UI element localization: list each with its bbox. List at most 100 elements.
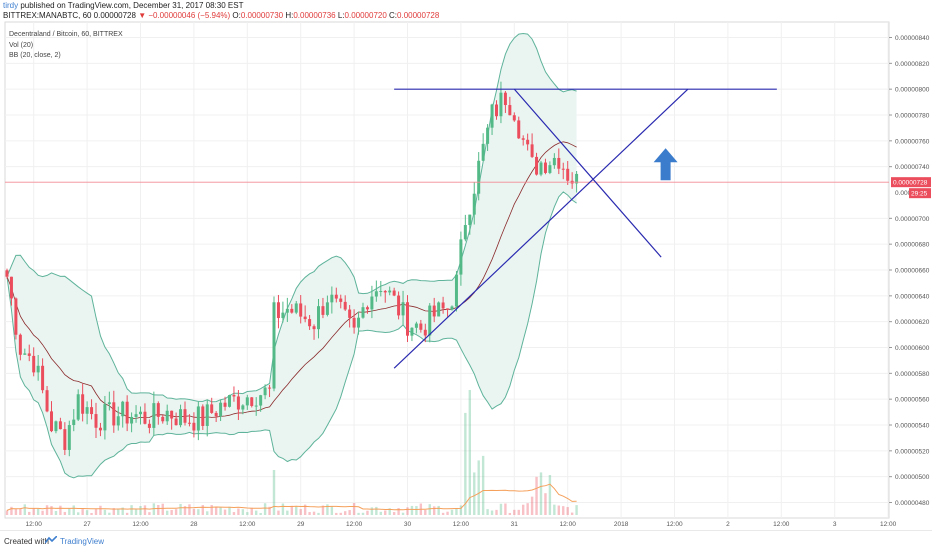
candle-body xyxy=(503,92,507,106)
drawings[interactable] xyxy=(5,88,889,369)
last-price-label: 0.00000728 xyxy=(893,180,928,187)
volume-bar xyxy=(174,509,178,515)
candle-body xyxy=(214,412,218,417)
candle-body xyxy=(161,416,165,422)
candle-body xyxy=(450,306,454,310)
volume-bar xyxy=(308,512,311,515)
candle-body xyxy=(85,407,89,414)
candle-body xyxy=(486,127,490,144)
time-tick-label: 12:00 xyxy=(132,521,149,528)
close-label: C: xyxy=(386,11,398,20)
tradingview-link[interactable]: TradingView xyxy=(60,537,105,546)
legend-title: Decentraland / Bitcoin, 60, BITTREX xyxy=(9,31,123,38)
volume-bar xyxy=(259,512,262,515)
candle-body xyxy=(276,302,280,319)
volume-bar xyxy=(161,503,164,515)
candle-body xyxy=(236,396,240,410)
legend-volume[interactable]: Vol (20) xyxy=(9,42,33,49)
volume-bar xyxy=(499,503,503,515)
candle-body xyxy=(130,416,134,424)
volume-bar xyxy=(99,505,102,515)
volume-bar xyxy=(241,509,245,515)
volume-bar xyxy=(250,507,253,515)
candle-body xyxy=(90,407,94,415)
price-axis[interactable]: 0.00000840 0.00000820 0.00000800 0.00000780… xyxy=(889,35,931,507)
low-label: L: xyxy=(335,11,345,20)
volume-bar xyxy=(94,508,98,515)
volume-bar xyxy=(441,512,445,515)
volume-bar xyxy=(535,476,538,515)
high-label: H: xyxy=(283,11,294,20)
candle-body xyxy=(196,406,200,431)
volume-bar xyxy=(513,509,516,515)
time-tick-label: 12:00 xyxy=(773,521,790,528)
candle-body xyxy=(241,405,245,410)
price-tick-label: 0.00000680 xyxy=(895,242,930,249)
volume-bar xyxy=(508,512,512,515)
candle-body xyxy=(325,302,329,315)
publish-info: published on TradingView.com, December 3… xyxy=(18,1,244,10)
price-chart[interactable]: 0.00000840 0.00000820 0.00000800 0.00000780… xyxy=(0,20,932,530)
volume-bar xyxy=(263,503,267,515)
volume-bar xyxy=(321,505,325,515)
volume-bar xyxy=(437,505,440,515)
time-tick-label: 12:00 xyxy=(880,521,897,528)
volume-bar xyxy=(352,503,356,515)
volume-bar xyxy=(170,509,173,515)
candle-body xyxy=(330,294,334,303)
candle-body xyxy=(521,138,525,140)
volume-bar xyxy=(290,505,293,515)
author-link[interactable]: tirdy xyxy=(3,1,19,10)
volume-bar xyxy=(32,508,35,515)
time-tick-label: 30 xyxy=(404,521,412,528)
volume-bar xyxy=(183,506,187,515)
volume-bar xyxy=(326,504,329,515)
candle-body xyxy=(125,401,129,424)
candle-body xyxy=(441,302,445,309)
candle-body xyxy=(5,270,9,277)
volume-bar xyxy=(72,505,75,515)
bollinger-upper xyxy=(6,32,577,403)
time-axis[interactable]: 12:00 27 12:00 28 12:00 29 12:00 30 12:00 31 12:00… xyxy=(26,521,897,528)
volume-ma xyxy=(6,483,577,511)
volume-bar xyxy=(268,506,271,515)
candle-body xyxy=(459,239,463,275)
candle-body xyxy=(495,104,498,117)
volume-bar xyxy=(428,504,431,515)
candle-body xyxy=(116,416,120,426)
volume-bar xyxy=(255,510,258,515)
candle-body xyxy=(526,139,530,145)
candle-body xyxy=(548,165,552,173)
high-value: 0.00000736 xyxy=(293,11,336,20)
candle-body xyxy=(370,296,374,310)
candle-body xyxy=(272,302,276,389)
volume-bar xyxy=(214,507,218,515)
volume-bar xyxy=(415,506,418,515)
time-tick-label: 12:00 xyxy=(346,521,363,528)
volume-bar xyxy=(339,512,342,515)
candle-body xyxy=(263,387,267,396)
candle-body xyxy=(379,291,383,293)
volume-bar xyxy=(201,505,204,515)
time-tick-label: 27 xyxy=(83,521,91,528)
volume-bar xyxy=(206,511,209,515)
candle-body xyxy=(205,404,209,426)
volume-bar xyxy=(54,510,58,515)
candle-body xyxy=(18,334,22,355)
volume-bar xyxy=(459,505,463,515)
candle-body xyxy=(174,418,178,426)
time-tick-label: 28 xyxy=(190,521,198,528)
candles xyxy=(5,81,579,457)
legend-bollinger[interactable]: BB (20, close, 2) xyxy=(9,52,61,59)
volume-bar xyxy=(77,512,80,515)
candle-body xyxy=(383,291,387,293)
volume-bar xyxy=(19,508,22,515)
created-with-text: Created with xyxy=(4,537,49,546)
candle-body xyxy=(437,302,441,317)
candle-body xyxy=(361,307,365,318)
price-tick-label-partial: 0.000 xyxy=(895,190,912,197)
candle-body xyxy=(281,312,285,319)
volume-bar xyxy=(50,506,53,515)
price-tick-label: 0.00000620 xyxy=(895,319,930,326)
volume-bar xyxy=(450,509,454,515)
